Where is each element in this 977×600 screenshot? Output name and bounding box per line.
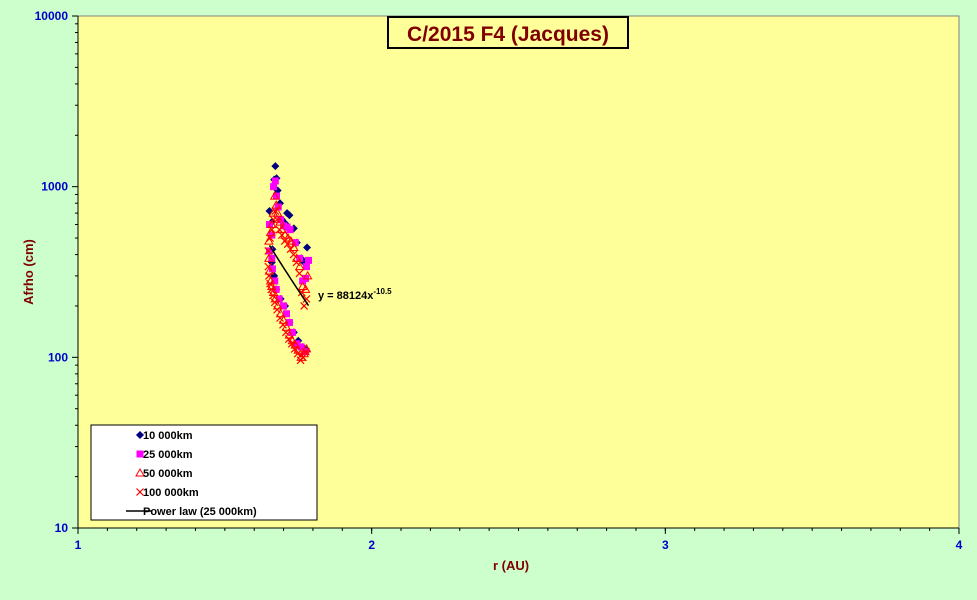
tick-labels: 10 100 1000 10000 1 2 3 4	[35, 9, 963, 552]
data-point-square	[288, 328, 296, 336]
y-tick-label: 1000	[41, 180, 68, 194]
power-law-trendline	[268, 244, 310, 307]
data-point-triangle	[288, 242, 299, 252]
data-point-triangle	[264, 266, 275, 275]
data-point-cross	[275, 225, 284, 234]
data-point-square	[275, 295, 283, 303]
data-point-triangle	[266, 219, 277, 229]
y-tick-label: 10000	[35, 9, 69, 23]
data-point-cross	[271, 207, 280, 215]
data-point-square	[274, 203, 282, 211]
data-point-cross	[269, 215, 278, 224]
legend-box	[90, 424, 318, 521]
data-point-square	[285, 318, 293, 326]
legend-label-25000km: 25 000km	[143, 449, 193, 461]
data-point-square	[271, 277, 279, 285]
data-point-cross	[295, 269, 304, 278]
data-point-cross	[283, 240, 292, 249]
data-point-triangle	[271, 200, 282, 209]
data-point-cross	[292, 258, 301, 267]
data-point-square	[305, 256, 313, 264]
trendline-layer	[268, 244, 310, 307]
axes	[72, 15, 960, 534]
data-point-square	[268, 265, 276, 273]
y-tick-label: 10	[55, 521, 69, 535]
data-point-diamond	[271, 162, 280, 171]
data-point-triangle	[286, 236, 296, 245]
data-point-cross	[264, 271, 273, 280]
data-point-square	[291, 239, 299, 247]
data-point-cross	[269, 291, 277, 300]
data-point-triangle	[269, 191, 280, 200]
data-point-triangle	[264, 253, 274, 262]
data-point-triangle	[283, 233, 293, 242]
data-point-triangle	[302, 270, 313, 280]
data-point-square	[280, 302, 288, 310]
data-point-cross	[273, 215, 282, 224]
data-point-cross	[277, 231, 286, 240]
legend-marker-triangle	[135, 467, 145, 477]
data-points	[264, 162, 313, 365]
data-point-cross	[266, 234, 274, 242]
data-point-cross	[299, 353, 307, 362]
data-point-cross	[264, 262, 273, 271]
legend-markers	[126, 431, 152, 512]
data-point-triangle	[272, 208, 283, 217]
data-point-triangle	[294, 261, 305, 271]
data-point-square	[271, 177, 279, 185]
data-point-square	[283, 310, 291, 318]
x-tick-label: 4	[956, 538, 963, 552]
y-axis-label: Afrho (cm)	[21, 239, 36, 305]
data-point-cross	[297, 288, 306, 297]
legend-label-power-law: Power law (25 000km)	[143, 506, 257, 518]
data-point-cross	[276, 314, 284, 322]
data-point-square	[265, 247, 273, 255]
data-point-square	[297, 343, 305, 351]
x-tick-label: 3	[662, 538, 669, 552]
data-point-cross	[281, 328, 290, 337]
chart-title: C/2015 F4 (Jacques)	[407, 23, 609, 46]
data-point-triangle	[300, 284, 311, 293]
data-point-diamond	[303, 243, 312, 252]
data-point-cross	[302, 294, 311, 303]
legend-label-50000km: 50 000km	[143, 468, 193, 480]
data-point-triangle	[297, 281, 308, 291]
data-point-square	[280, 222, 288, 230]
chart-title-box: C/2015 F4 (Jacques)	[387, 16, 629, 49]
y-tick-label: 100	[48, 350, 68, 364]
data-point-cross	[287, 339, 296, 348]
legend-marker-square	[136, 450, 144, 458]
data-point-square	[286, 226, 294, 234]
legend-label-10000km: 10 000km	[143, 430, 193, 442]
data-point-cross	[273, 305, 282, 314]
data-point-cross	[270, 298, 279, 307]
x-tick-label: 1	[75, 538, 82, 552]
data-point-cross	[267, 225, 276, 234]
data-point-cross	[279, 320, 287, 329]
data-point-triangle	[275, 217, 285, 226]
data-point-cross	[289, 250, 298, 259]
data-point-diamond	[285, 211, 294, 220]
legend-label-100000km: 100 000km	[143, 487, 199, 499]
trendline-equation: y = 88124x-10.5	[318, 287, 392, 302]
data-point-square	[302, 263, 310, 271]
data-point-cross	[301, 347, 310, 356]
legend: 10 000km 25 000km 50 000km 100 000km Pow…	[90, 424, 318, 521]
data-point-cross	[286, 245, 295, 254]
legend-marker-diamond	[136, 431, 144, 439]
data-point-cross	[267, 285, 276, 294]
data-point-cross	[284, 335, 293, 343]
data-point-cross	[293, 349, 302, 358]
data-point-triangle	[265, 227, 276, 236]
legend-marker-cross	[136, 488, 144, 496]
data-point-cross	[290, 345, 299, 353]
data-point-square	[296, 254, 304, 262]
x-axis-label: r (AU)	[493, 558, 529, 573]
data-point-square	[268, 254, 276, 262]
x-tick-label: 2	[368, 538, 375, 552]
data-point-square	[270, 183, 278, 191]
